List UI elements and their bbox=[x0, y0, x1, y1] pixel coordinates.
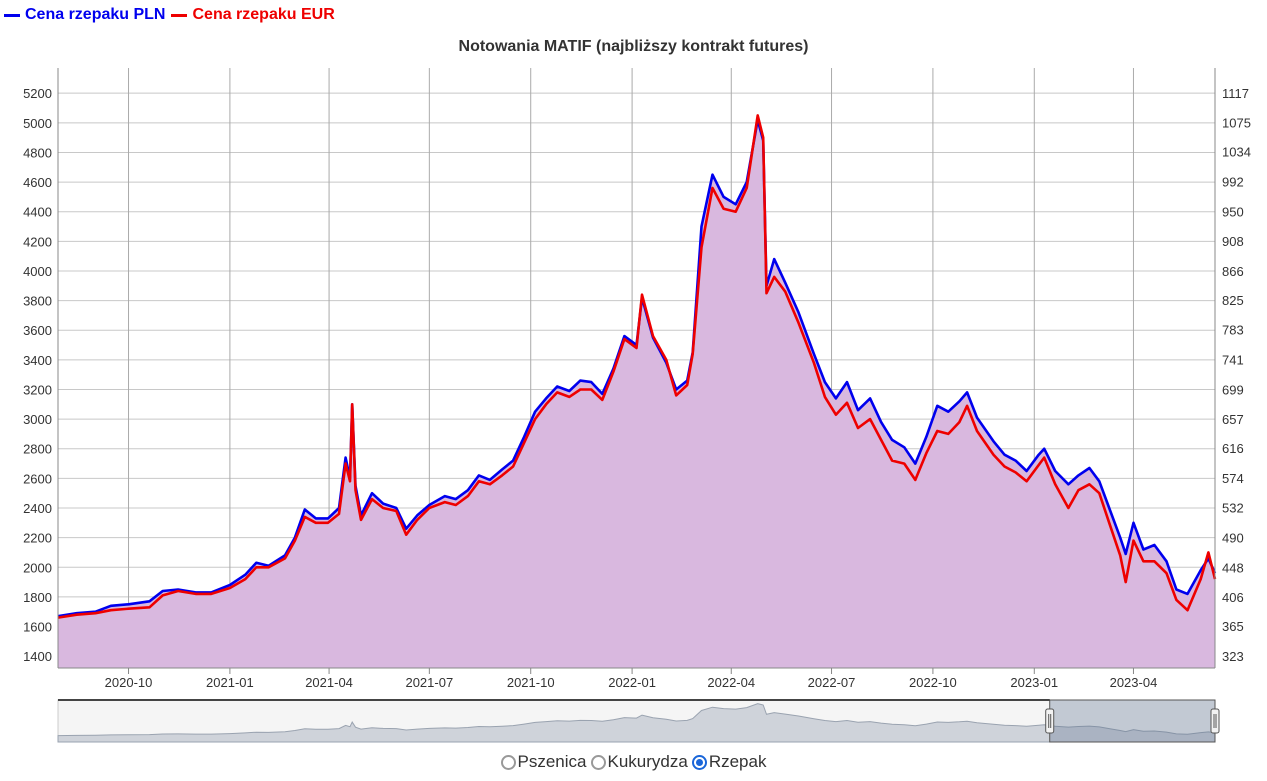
chart-title: Notowania MATIF (najbliższy kontrakt fut… bbox=[458, 38, 809, 55]
y-right-tick-label: 616 bbox=[1222, 441, 1244, 456]
legend-label-pln: Cena rzepaku PLN bbox=[25, 6, 166, 23]
x-tick-label: 2022-01 bbox=[608, 675, 656, 690]
y-right-tick-label: 448 bbox=[1222, 560, 1244, 575]
y-left-tick-label: 3200 bbox=[23, 382, 52, 397]
y-left-tick-label: 4800 bbox=[23, 145, 52, 160]
y-left-tick-label: 5000 bbox=[23, 116, 52, 131]
y-left-tick-label: 2000 bbox=[23, 560, 52, 575]
radio-kukurydza-label: Kukurydza bbox=[607, 752, 688, 771]
area-fill bbox=[58, 119, 1215, 668]
series-line-eur bbox=[57, 114, 1217, 619]
y-right-tick-label: 1034 bbox=[1222, 145, 1251, 160]
commodity-radio-group: Pszenica Kukurydza Rzepak bbox=[0, 752, 1267, 772]
x-tick-label: 2020-10 bbox=[105, 675, 153, 690]
y-left-tick-label: 5200 bbox=[23, 86, 52, 101]
y-right-tick-label: 365 bbox=[1222, 619, 1244, 634]
legend-swatch-pln bbox=[4, 13, 20, 17]
y-right-tick-label: 699 bbox=[1222, 382, 1244, 397]
y-left-tick-label: 3000 bbox=[23, 412, 52, 427]
y-left-tick-label: 1600 bbox=[23, 620, 52, 635]
y-right-tick-label: 783 bbox=[1222, 323, 1244, 338]
radio-pszenica-circle[interactable] bbox=[500, 754, 516, 770]
x-tick-label: 2021-01 bbox=[206, 675, 254, 690]
y-right-tick-label: 992 bbox=[1222, 174, 1244, 189]
navigator-series bbox=[57, 703, 1216, 743]
y-left-tick-label: 4600 bbox=[23, 175, 52, 190]
y-left-tick-label: 4400 bbox=[23, 205, 52, 220]
y-left-tick-label: 3400 bbox=[23, 353, 52, 368]
y-left-tick-label: 4200 bbox=[23, 234, 52, 249]
y-right-tick-label: 825 bbox=[1222, 293, 1244, 308]
y-right-tick-label: 1117 bbox=[1222, 86, 1249, 101]
navigator-selection bbox=[1049, 699, 1216, 743]
radio-pszenica[interactable]: Pszenica bbox=[500, 752, 587, 772]
y-right-tick-label: 908 bbox=[1222, 234, 1244, 249]
radio-kukurydza[interactable]: Kukurydza bbox=[590, 752, 688, 772]
x-tick-label: 2023-01 bbox=[1010, 675, 1058, 690]
radio-rzepak-circle[interactable] bbox=[691, 754, 707, 770]
radio-rzepak[interactable]: Rzepak bbox=[691, 752, 767, 772]
navigator-handle-left[interactable] bbox=[1045, 708, 1055, 734]
x-tick-label: 2022-07 bbox=[808, 675, 856, 690]
legend-label-eur: Cena rzepaku EUR bbox=[192, 6, 335, 23]
y-left-tick-label: 3800 bbox=[23, 294, 52, 309]
x-tick-label: 2021-04 bbox=[305, 675, 353, 690]
y-left-tick-label: 1800 bbox=[23, 590, 52, 605]
radio-kukurydza-circle[interactable] bbox=[590, 754, 606, 770]
y-left-tick-label: 2200 bbox=[23, 531, 52, 546]
y-right-tick-label: 657 bbox=[1222, 412, 1244, 427]
y-left-tick-label: 3600 bbox=[23, 323, 52, 338]
y-right-tick-label: 532 bbox=[1222, 501, 1244, 516]
y-left-tick-label: 4000 bbox=[23, 264, 52, 279]
y-left-tick-label: 2400 bbox=[23, 501, 52, 516]
x-tick-label: 2023-04 bbox=[1110, 675, 1158, 690]
y-left-tick-label: 1400 bbox=[23, 649, 52, 664]
x-tick-label: 2021-10 bbox=[507, 675, 555, 690]
y-right-tick-label: 490 bbox=[1222, 531, 1244, 546]
radio-pszenica-label: Pszenica bbox=[517, 752, 587, 771]
x-tick-label: 2022-10 bbox=[909, 675, 957, 690]
y-right-tick-label: 323 bbox=[1222, 649, 1244, 664]
x-tick-label: 2021-07 bbox=[405, 675, 453, 690]
y-left-tick-label: 2600 bbox=[23, 471, 52, 486]
radio-rzepak-label: Rzepak bbox=[708, 752, 767, 771]
y-right-tick-label: 866 bbox=[1222, 264, 1244, 279]
legend-item-pln[interactable]: Cena rzepaku PLN bbox=[4, 6, 165, 24]
chart-legend: Cena rzepaku PLN Cena rzepaku EUR bbox=[4, 6, 335, 24]
y-right-tick-label: 406 bbox=[1222, 590, 1244, 605]
y-right-tick-label: 741 bbox=[1222, 352, 1244, 367]
price-chart: 1400 1600 1800 2000 2200 2400 2600 2800 3000 3200… bbox=[23, 68, 1251, 743]
x-tick-label: 2022-04 bbox=[707, 675, 755, 690]
y-right-tick-label: 950 bbox=[1222, 204, 1244, 219]
navigator-handle-right[interactable] bbox=[1210, 708, 1220, 734]
y-right-tick-label: 574 bbox=[1222, 471, 1244, 486]
series-line-pln bbox=[57, 118, 1217, 618]
y-left-tick-label: 2800 bbox=[23, 442, 52, 457]
legend-swatch-eur bbox=[171, 13, 188, 17]
legend-item-eur[interactable]: Cena rzepaku EUR bbox=[171, 6, 335, 24]
y-right-tick-label: 1075 bbox=[1222, 116, 1251, 131]
